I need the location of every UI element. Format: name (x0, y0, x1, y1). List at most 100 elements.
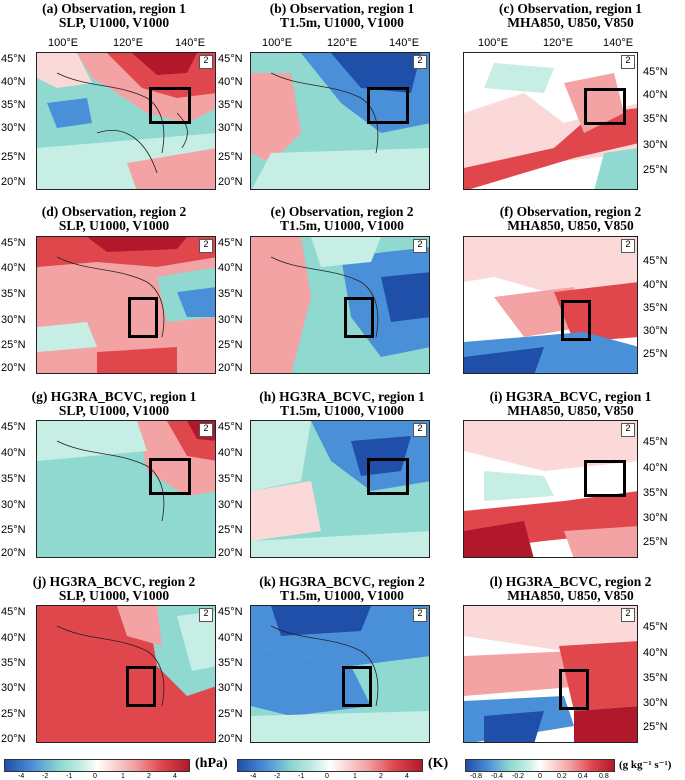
panel-a-title: (a) Observation, region 1 SLP, U1000, V1… (0, 2, 228, 30)
colorbar-temp-unit: (K) (428, 756, 449, 771)
lat-label-35n-b: 35°N (218, 99, 243, 111)
panel-j-title: (j) HG3RA_BCVC, region 2 SLP, U1000, V10… (0, 575, 228, 603)
cbar2-tick-4: 1 (353, 773, 357, 780)
ref-vector-box-e: 2 (413, 239, 427, 253)
map-panel-g: 2 (36, 420, 216, 558)
lat-label-35n-k: 35°N (218, 657, 243, 669)
colorbar-temp (237, 759, 423, 772)
ref-vector-box-d: 2 (199, 239, 213, 253)
lat-label-35n-d: 35°N (1, 288, 26, 300)
lat-label-25n-d: 25°N (1, 339, 26, 351)
cbar2-tick-0: -4 (250, 773, 257, 780)
panel-k-title-line2: T1.5m, U1000, V1000 (280, 588, 404, 603)
map-panel-e: 2 (250, 236, 430, 374)
cbar2-tick-2: -1 (298, 773, 305, 780)
cbar3-tick-4: 0.2 (557, 773, 567, 780)
lat-label-30n-g: 30°N (1, 499, 26, 511)
lat-label-40n-i: 40°N (643, 462, 668, 474)
region-box-i (584, 460, 626, 497)
lat-label-35n-j: 35°N (1, 657, 26, 669)
lat-label-45n-j: 45°N (1, 606, 26, 618)
panel-f-title-line1: (f) Observation, region 2 (499, 204, 642, 219)
panel-f-title-line2: MHA850, U850, V850 (507, 218, 634, 233)
region-box-k (342, 666, 372, 707)
lat-label-25n-a: 25°N (1, 151, 26, 163)
lat-label-45n-d: 45°N (1, 237, 26, 249)
map-panel-f: 2 (463, 236, 638, 374)
lat-label-30n-a: 30°N (1, 122, 26, 134)
lon-label-120e-b: 120°E (327, 37, 358, 49)
region-box-b (367, 87, 409, 124)
lat-label-45n-a: 45°N (1, 53, 26, 65)
region-box-f (561, 300, 591, 341)
panel-k-title-line1: (k) HG3RA_BCVC, region 2 (259, 574, 425, 589)
lat-label-40n-f: 40°N (643, 279, 668, 291)
lon-label-120e-a: 120°E (113, 37, 144, 49)
lat-label-40n-h: 40°N (218, 447, 243, 459)
lat-label-35n-f: 35°N (643, 302, 668, 314)
ref-vector-box-a: 2 (199, 55, 213, 69)
panel-h-title-line1: (h) HG3RA_BCVC, region 1 (259, 389, 425, 404)
lat-label-25n-k: 25°N (218, 708, 243, 720)
cbar3-tick-6: 0.8 (599, 773, 609, 780)
ref-vector-box-k: 2 (413, 608, 427, 622)
lat-label-35n-i: 35°N (643, 487, 668, 499)
lat-label-30n-b: 30°N (218, 122, 243, 134)
map-e-field (251, 237, 429, 373)
lat-label-45n-k: 45°N (218, 606, 243, 618)
region-box-h (367, 458, 409, 495)
lat-label-45n-e: 45°N (218, 237, 243, 249)
map-panel-c: 2 (463, 52, 638, 190)
colorbar-slp-unit: (hPa) (195, 756, 228, 771)
lat-label-20n-g: 20°N (1, 547, 26, 559)
ref-vector-box-l: 2 (621, 608, 635, 622)
lat-label-40n-k: 40°N (218, 632, 243, 644)
cbar1-tick-0: -4 (18, 773, 25, 780)
lat-label-45n-l: 45°N (643, 621, 668, 633)
panel-d-title: (d) Observation, region 2 SLP, U1000, V1… (0, 205, 228, 233)
cbar3-tick-2: -0.2 (512, 773, 525, 780)
lat-label-30n-f: 30°N (643, 325, 668, 337)
lat-label-25n-b: 25°N (218, 151, 243, 163)
cbar1-tick-5: 2 (147, 773, 151, 780)
colorbar-slp (4, 759, 190, 772)
lat-label-35n-g: 35°N (1, 473, 26, 485)
map-panel-d: 2 (36, 236, 216, 374)
lat-label-25n-e: 25°N (218, 339, 243, 351)
panel-c-title-line2: MHA850, U850, V850 (507, 15, 634, 30)
lon-label-100e-b: 100°E (262, 37, 293, 49)
panel-l-title: (l) HG3RA_BCVC, region 2 MHA850, U850, V… (456, 575, 685, 603)
lat-label-30n-l: 30°N (643, 697, 668, 709)
panel-d-title-line2: SLP, U1000, V1000 (58, 218, 170, 233)
panel-e-title-line1: (e) Observation, region 2 (270, 204, 414, 219)
map-c-field (464, 53, 637, 189)
map-b-field (251, 53, 429, 189)
lon-label-140e-b: 140°E (389, 37, 420, 49)
map-panel-j: 2 (36, 605, 216, 743)
lat-label-25n-h: 25°N (218, 524, 243, 536)
region-box-g (149, 458, 191, 495)
lat-label-45n-g: 45°N (1, 421, 26, 433)
lon-label-100e-a: 100°E (48, 37, 79, 49)
cbar1-tick-2: -1 (66, 773, 73, 780)
panel-l-title-line2: MHA850, U850, V850 (507, 588, 634, 603)
lat-label-20n-b: 20°N (218, 176, 243, 188)
lat-label-35n-l: 35°N (643, 672, 668, 684)
panel-i-title-line1: (i) HG3RA_BCVC, region 1 (489, 389, 652, 404)
lat-label-20n-e: 20°N (218, 362, 243, 374)
panel-h-title-line2: T1.5m, U1000, V1000 (280, 403, 404, 418)
region-box-c (584, 88, 626, 125)
cbar1-tick-3: 0 (93, 773, 97, 780)
lat-label-40n-e: 40°N (218, 262, 243, 274)
cbar3-tick-5: 0.4 (578, 773, 588, 780)
region-box-j (126, 666, 156, 707)
cbar2-tick-3: 0 (325, 773, 329, 780)
lat-label-25n-l: 25°N (643, 721, 668, 733)
lon-label-120e-c: 120°E (543, 37, 574, 49)
lat-label-40n-g: 40°N (1, 447, 26, 459)
map-panel-a: 2 (36, 52, 216, 190)
panel-d-title-line1: (d) Observation, region 2 (41, 204, 187, 219)
lat-label-40n-b: 40°N (218, 76, 243, 88)
lat-label-30n-h: 30°N (218, 499, 243, 511)
map-k-field (251, 606, 429, 742)
